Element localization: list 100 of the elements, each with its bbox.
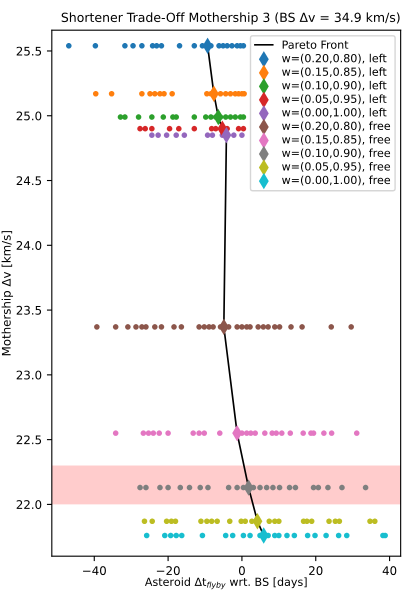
point	[312, 532, 318, 538]
legend-label: w=(0.10,0.90), left	[282, 80, 386, 91]
point	[344, 532, 350, 538]
point	[176, 126, 182, 132]
legend-label: w=(0.10,0.90), free	[282, 148, 390, 158]
point	[323, 532, 329, 538]
point	[137, 126, 143, 132]
legend-label: w=(0.20,0.80), left	[282, 54, 386, 64]
point	[288, 430, 294, 436]
legend-label: w=(0.05,0.95), free	[282, 162, 390, 172]
point	[143, 324, 149, 330]
point	[260, 324, 266, 330]
y-tick-label: 24.0	[16, 241, 42, 250]
point	[336, 532, 342, 538]
point	[292, 532, 298, 538]
point	[300, 430, 306, 436]
point	[108, 90, 114, 97]
point	[208, 114, 214, 120]
point	[218, 90, 224, 97]
point	[247, 532, 253, 538]
point	[367, 518, 373, 524]
point	[325, 484, 331, 490]
point	[176, 43, 182, 49]
point	[304, 532, 310, 538]
point	[158, 324, 164, 330]
point	[164, 518, 170, 524]
point	[316, 484, 322, 490]
point	[143, 484, 149, 490]
point	[201, 430, 208, 436]
point	[171, 324, 177, 330]
legend-label: w=(0.20,0.80), free	[282, 121, 390, 132]
x-axis-title: Asteroid Δt$_{flyby}$ wrt. BS [days]	[144, 577, 307, 590]
point	[240, 126, 246, 132]
point	[178, 532, 185, 538]
point	[205, 484, 211, 490]
point	[133, 324, 139, 330]
point	[125, 324, 131, 330]
point	[232, 114, 238, 120]
point	[201, 324, 208, 330]
point	[169, 90, 175, 97]
point	[236, 126, 242, 132]
point	[162, 532, 168, 538]
point	[200, 532, 206, 538]
point	[152, 324, 158, 330]
point	[336, 518, 342, 524]
point	[157, 484, 163, 490]
point	[168, 532, 174, 538]
point	[276, 324, 282, 330]
x-tick-label: 20	[309, 566, 322, 576]
point	[284, 532, 290, 538]
point	[276, 484, 282, 490]
point	[257, 484, 263, 490]
point	[228, 114, 234, 120]
point	[137, 484, 143, 490]
point	[173, 532, 179, 538]
point	[192, 126, 198, 132]
y-axis-title: Mothership Δv [km/s]	[2, 231, 14, 356]
point	[139, 43, 145, 49]
point	[239, 324, 245, 330]
point	[144, 532, 150, 538]
point	[149, 126, 155, 132]
point	[279, 430, 285, 436]
point	[197, 484, 203, 490]
point	[222, 114, 228, 120]
point	[158, 43, 164, 49]
point	[198, 518, 204, 524]
legend-label: w=(0.00,1.00), free	[282, 176, 390, 186]
point	[178, 324, 184, 330]
y-tick-label: 25.5	[16, 46, 42, 56]
point	[202, 114, 209, 120]
point	[276, 518, 282, 524]
point	[299, 324, 305, 330]
point	[130, 43, 136, 49]
point	[136, 114, 142, 120]
point	[147, 90, 153, 97]
point	[196, 324, 202, 330]
legend-label: Pareto Front	[282, 40, 348, 49]
x-tick-label: −40	[83, 566, 106, 576]
y-tick-label: 23.0	[16, 370, 42, 380]
point	[149, 114, 155, 120]
point	[204, 132, 210, 138]
point	[348, 324, 354, 330]
y-tick-label: 22.5	[16, 435, 42, 444]
point	[308, 518, 314, 524]
point	[204, 518, 210, 524]
point	[288, 324, 294, 330]
point	[152, 90, 158, 97]
point	[122, 114, 128, 120]
point	[222, 532, 228, 538]
x-tick-label: 0	[238, 566, 245, 576]
point	[160, 114, 166, 120]
point	[208, 518, 214, 524]
point	[122, 43, 128, 49]
point	[328, 430, 334, 436]
point	[262, 430, 268, 436]
point	[166, 126, 172, 132]
point	[354, 430, 360, 436]
point	[339, 484, 345, 490]
point	[173, 132, 179, 138]
point	[264, 484, 270, 490]
